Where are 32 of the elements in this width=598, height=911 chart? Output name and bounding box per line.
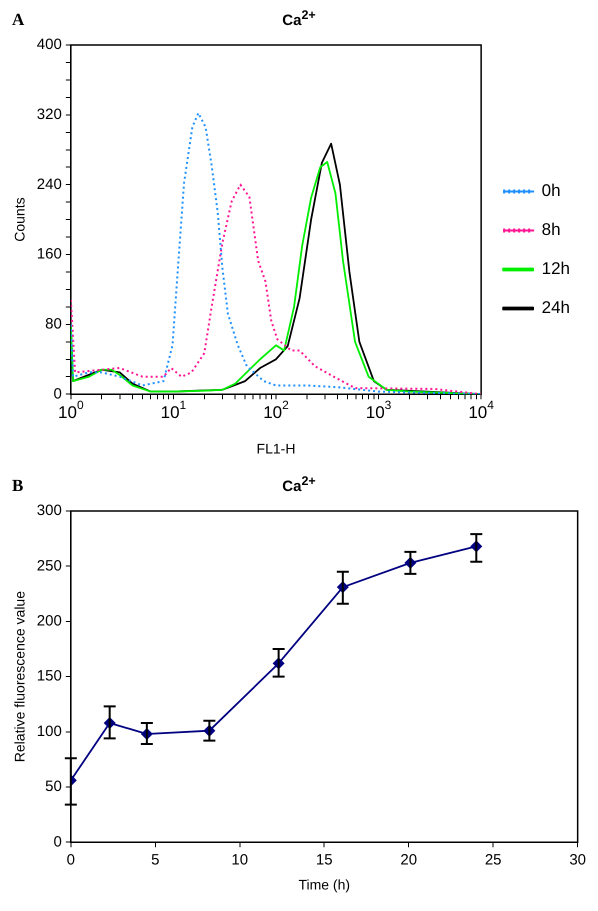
y-axis-title: Relative fluorescence value [11,590,28,762]
legend-label: 24h [542,298,570,318]
x-axis-title: Time (h) [298,876,350,892]
y-tick-label: 0 [53,385,62,402]
y-tick-label: 150 [36,668,62,685]
x-tick-label: 30 [569,851,586,868]
y-tick-label: 80 [45,316,62,332]
y-tick-label: 100 [36,722,62,740]
y-tick-label: 160 [36,246,62,263]
legend-label: 8h [542,220,561,240]
y-tick-label: 400 [36,36,62,54]
text: A [12,10,24,30]
x-tick-label: 15 [316,851,333,868]
text: B [12,476,24,496]
y-tick-label: 0 [53,833,62,850]
y-tick-label: 300 [36,502,62,520]
x-tick-label: 0 [66,851,75,868]
y-tick-label: 240 [36,176,62,193]
y-tick-label: 250 [36,557,62,574]
x-tick-label: 5 [151,851,160,868]
chart-title: Ca$^{2+}$ [282,8,316,29]
legend-label: 0h [542,181,561,200]
y-tick-label: 200 [36,612,62,630]
chart-title: Ca$^{2+}$ [282,474,316,495]
y-tick-label: 320 [36,106,62,123]
y-tick-label: 50 [45,778,62,796]
y-axis-title: Counts [11,197,28,242]
x-tick-label: 20 [400,851,418,868]
x-axis-title: FL1-H [256,440,296,456]
x-tick-label: 10 [231,851,248,868]
legend-label: 12h [542,259,570,278]
x-tick-label: 25 [484,851,502,868]
